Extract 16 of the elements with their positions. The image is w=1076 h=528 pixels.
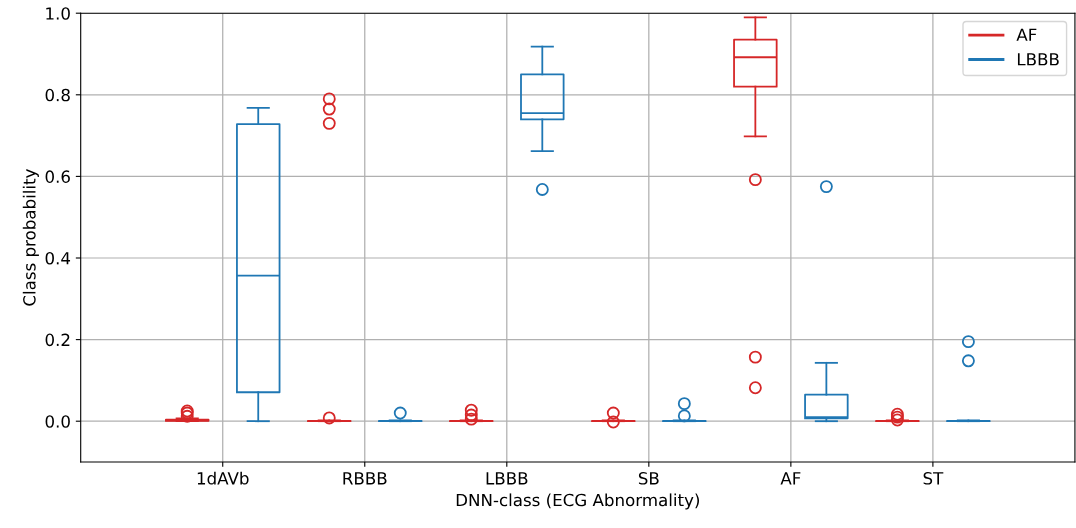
y-tick-label: 0.0 [45,415,70,428]
x-tick-label: AF [780,472,801,485]
x-tick-label: RBBB [343,472,387,485]
y-tick-label: 1.0 [46,7,70,20]
x-tick-label: LBBB [486,472,528,485]
legend-label: AF [1016,28,1037,41]
y-tick-label: 0.4 [45,251,71,265]
x-tick-label: 1dAVb [197,471,249,485]
y-tick-label: 0.6 [45,170,70,183]
x-tick-label: ST [923,472,944,485]
x-tick-label: SB [638,472,659,485]
y-tick-label: 0.2 [45,333,70,347]
legend-label: LBBB [1017,53,1059,66]
x-axis-title: DNN-class (ECG Abnormality) [456,493,700,510]
y-tick-label: 0.8 [45,88,70,102]
y-axis-title: Class probability [22,169,39,306]
